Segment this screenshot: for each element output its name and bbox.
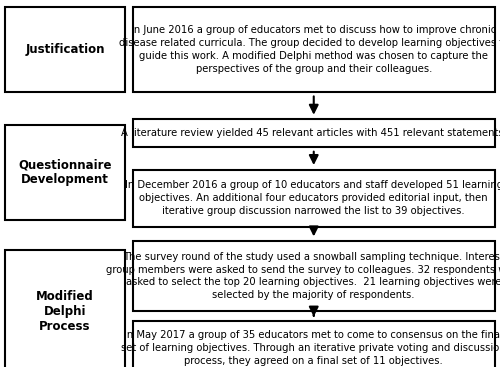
Bar <box>5 7 125 92</box>
Bar <box>5 125 125 220</box>
Text: In June 2016 a group of educators met to discuss how to improve chronic
disease : In June 2016 a group of educators met to… <box>118 25 500 74</box>
Text: Justification: Justification <box>25 43 105 56</box>
Bar <box>132 321 495 367</box>
Bar <box>132 241 495 311</box>
Text: Modified
Delphi
Process: Modified Delphi Process <box>36 290 94 334</box>
Text: In May 2017 a group of 35 educators met to come to consensus on the final
set of: In May 2017 a group of 35 educators met … <box>122 330 500 366</box>
Bar <box>132 7 495 92</box>
Text: In December 2016 a group of 10 educators and staff developed 51 learning
objecti: In December 2016 a group of 10 educators… <box>124 180 500 216</box>
Bar <box>132 120 495 147</box>
Bar <box>132 170 495 226</box>
Text: Questionnaire
Development: Questionnaire Development <box>18 159 112 186</box>
Text: A literature review yielded 45 relevant articles with 451 relevant statements.: A literature review yielded 45 relevant … <box>121 128 500 138</box>
Text: The survey round of the study used a snowball sampling technique. Interest
group: The survey round of the study used a sno… <box>106 252 500 300</box>
Bar <box>5 250 125 367</box>
